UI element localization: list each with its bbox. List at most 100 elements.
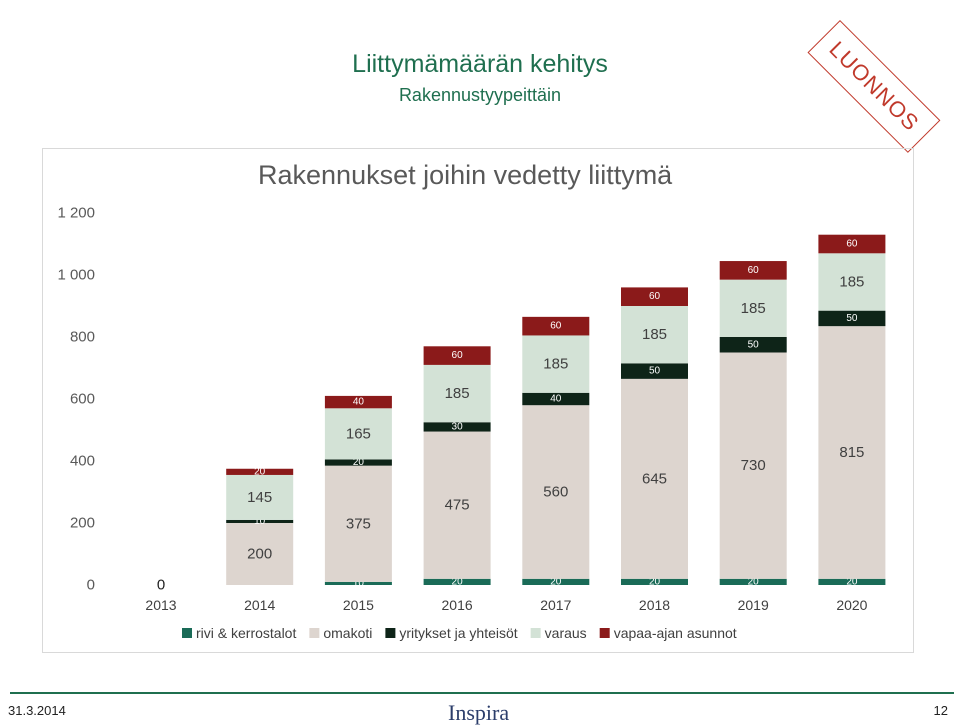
bar-segment bbox=[324, 459, 392, 466]
data-label: 20 bbox=[452, 576, 464, 587]
legend-label: rivi & kerrostalot bbox=[196, 625, 296, 641]
bar-segment bbox=[522, 316, 590, 336]
data-label: 60 bbox=[748, 265, 760, 276]
bar-segment bbox=[719, 352, 787, 579]
data-label: 10 bbox=[254, 516, 266, 527]
legend-swatch bbox=[530, 628, 541, 638]
data-label: 185 bbox=[741, 300, 766, 317]
bar-segment bbox=[522, 578, 590, 585]
footer-divider bbox=[10, 692, 954, 694]
bar-segment bbox=[719, 337, 787, 353]
data-label: 20 bbox=[846, 576, 858, 587]
legend-swatch bbox=[182, 628, 192, 638]
bar-segment bbox=[423, 346, 491, 365]
legend-swatch bbox=[599, 628, 610, 638]
x-tick-label: 2017 bbox=[540, 597, 571, 613]
bar-segment bbox=[324, 581, 392, 585]
data-label: 60 bbox=[846, 239, 858, 250]
bar-segment bbox=[423, 431, 491, 579]
data-label: 185 bbox=[642, 326, 667, 343]
data-label: 60 bbox=[452, 350, 464, 361]
data-label: 0 bbox=[158, 580, 164, 591]
data-label: 165 bbox=[346, 425, 371, 442]
data-label: 40 bbox=[353, 397, 365, 408]
bar-segment bbox=[423, 364, 491, 423]
data-label: 475 bbox=[445, 497, 470, 514]
x-tick-label: 2018 bbox=[639, 597, 670, 613]
bar-segment bbox=[324, 465, 392, 582]
bar-segment bbox=[226, 468, 294, 475]
chart-title: Rakennukset joihin vedetty liittymä bbox=[258, 160, 673, 190]
slide-subtitle: Rakennustyypeittäin bbox=[398, 85, 562, 105]
data-label: 185 bbox=[543, 356, 568, 373]
data-label: 20 bbox=[649, 576, 661, 587]
legend-swatch bbox=[309, 628, 320, 638]
footer-date: 31.3.2014 bbox=[8, 703, 66, 718]
data-label: 375 bbox=[346, 515, 371, 532]
bar-segment bbox=[719, 261, 787, 280]
legend-label: yritykset ja yhteisöt bbox=[399, 625, 517, 641]
y-tick-label: 1 000 bbox=[57, 267, 95, 284]
bar-segment bbox=[818, 578, 886, 585]
data-label: 30 bbox=[452, 421, 464, 432]
x-tick-label: 2016 bbox=[442, 597, 473, 613]
data-label: 60 bbox=[550, 321, 562, 332]
x-tick-label: 2020 bbox=[836, 597, 867, 613]
bar-segment bbox=[621, 306, 688, 364]
bar-segment bbox=[522, 405, 590, 579]
x-tick-label: 2014 bbox=[244, 597, 275, 613]
data-label: 730 bbox=[741, 457, 766, 474]
data-label: 560 bbox=[543, 484, 568, 501]
bar-segment bbox=[818, 234, 886, 254]
bar-segment bbox=[226, 474, 294, 520]
data-label: 185 bbox=[445, 385, 470, 402]
legend-label: varaus bbox=[545, 625, 587, 641]
data-label: 40 bbox=[550, 394, 562, 405]
data-label: 50 bbox=[649, 366, 661, 377]
bar-segment bbox=[621, 363, 688, 379]
data-label: 645 bbox=[642, 470, 667, 487]
bar-segment bbox=[719, 279, 787, 337]
bar-segment bbox=[226, 523, 294, 585]
bar-segment bbox=[621, 287, 688, 306]
y-tick-label: 0 bbox=[87, 577, 95, 594]
footer-logo: Inspira bbox=[448, 700, 510, 725]
data-label: 20 bbox=[748, 576, 760, 587]
bar-segment bbox=[818, 326, 886, 579]
bar-segment bbox=[423, 578, 491, 585]
data-label: 60 bbox=[649, 291, 661, 302]
bar-segment bbox=[324, 395, 392, 409]
y-tick-label: 1 200 bbox=[57, 205, 95, 222]
x-tick-label: 2019 bbox=[738, 597, 769, 613]
bar-segment bbox=[522, 392, 590, 406]
bar-segment bbox=[818, 310, 886, 327]
bar-segment bbox=[423, 422, 491, 432]
data-label: 50 bbox=[846, 313, 858, 324]
y-tick-label: 800 bbox=[70, 329, 95, 346]
y-tick-label: 200 bbox=[70, 515, 95, 532]
data-label: 50 bbox=[748, 339, 760, 350]
legend-swatch bbox=[385, 628, 396, 638]
y-tick-label: 600 bbox=[70, 391, 95, 408]
chart-frame bbox=[42, 148, 914, 653]
data-label: 185 bbox=[839, 273, 864, 290]
data-label: 200 bbox=[247, 546, 272, 563]
bar-segment bbox=[818, 253, 886, 311]
x-tick-label: 2015 bbox=[343, 597, 374, 613]
page-number: 12 bbox=[933, 703, 948, 718]
data-label: 10 bbox=[353, 578, 365, 589]
slide-title: Liittymämäärän kehitys bbox=[352, 50, 608, 78]
legend-label: vapaa-ajan asunnot bbox=[614, 625, 737, 641]
bar-segment bbox=[621, 578, 688, 585]
x-tick-label: 2013 bbox=[145, 597, 176, 613]
bar-segment bbox=[522, 335, 590, 393]
data-label: 815 bbox=[839, 444, 864, 461]
data-label-zero: 0 bbox=[157, 577, 165, 594]
bar-segment bbox=[226, 519, 294, 523]
bar-segment bbox=[324, 408, 392, 460]
data-label: 20 bbox=[254, 466, 266, 477]
bar-segment bbox=[719, 578, 787, 585]
data-label: 20 bbox=[353, 457, 365, 468]
y-tick-label: 400 bbox=[70, 453, 95, 470]
